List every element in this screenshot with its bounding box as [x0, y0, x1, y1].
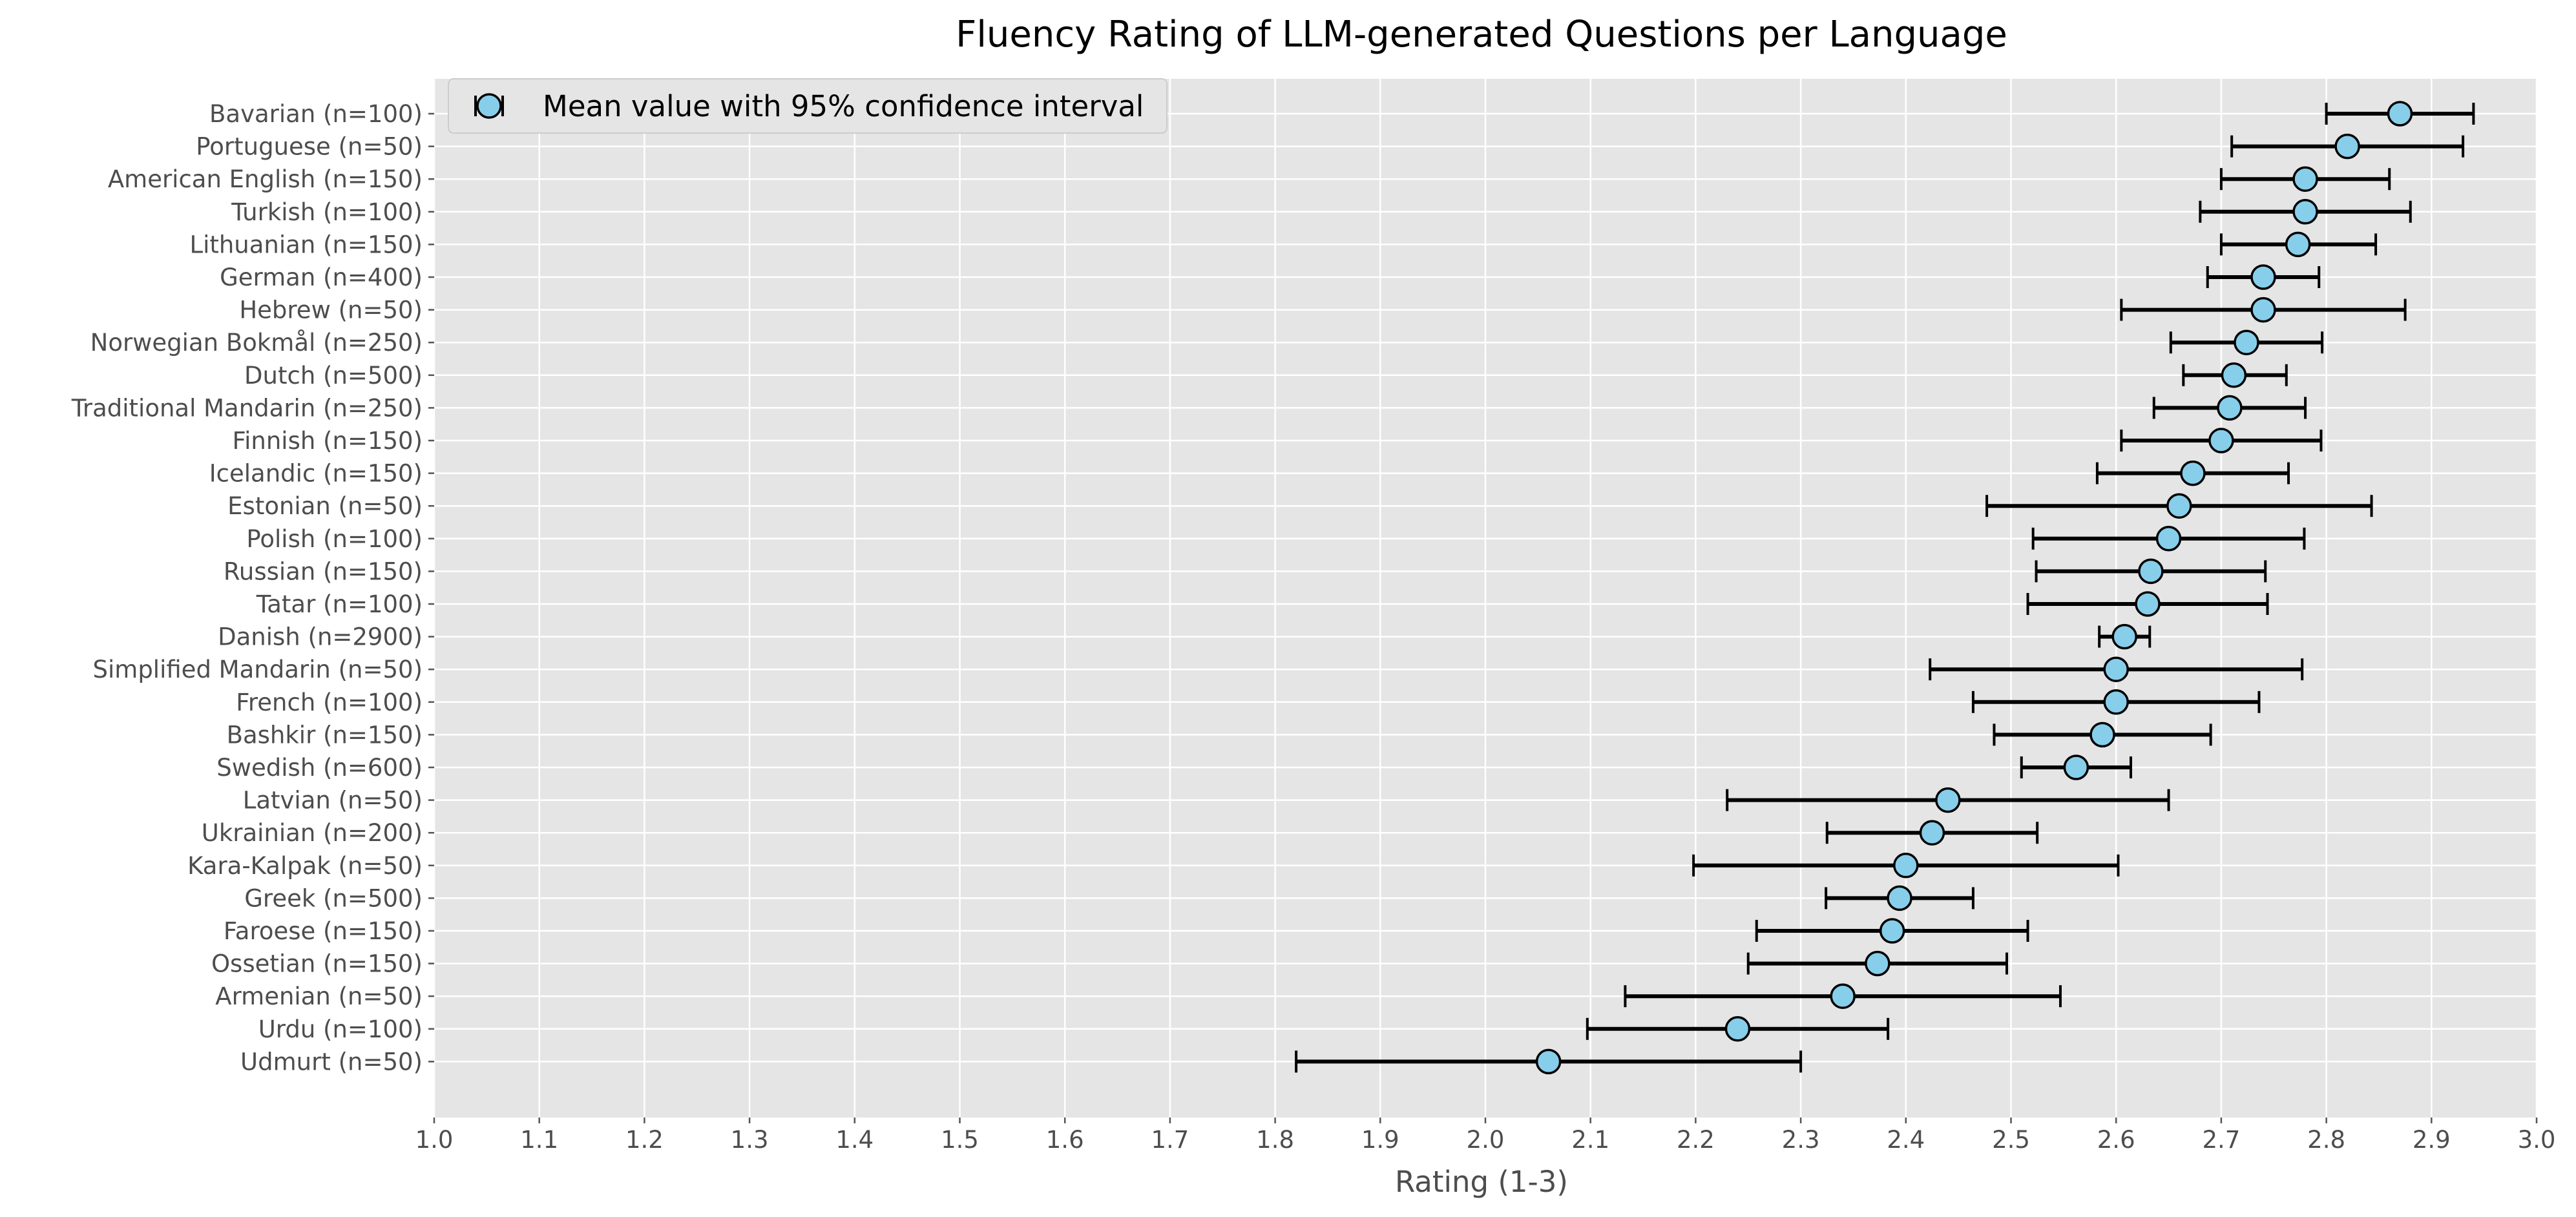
mean-point [1887, 885, 1912, 911]
y-tick-label: Hebrew (n=50) [239, 296, 423, 324]
y-tick-label: Swedish (n=600) [216, 754, 423, 782]
y-tick-label: Bashkir (n=150) [227, 721, 423, 749]
mean-point [2250, 264, 2276, 290]
y-tick-label: Ukrainian (n=200) [202, 819, 423, 847]
x-tick-label: 1.2 [625, 1126, 664, 1154]
x-tick-label: 2.4 [1887, 1126, 1925, 1154]
mean-point [2221, 362, 2247, 388]
x-tick-label: 2.3 [1782, 1126, 1820, 1154]
y-tick-label: Russian (n=150) [224, 557, 423, 585]
mean-point [1535, 1048, 1562, 1075]
mean-point [1865, 950, 1890, 977]
x-tick-label: 1.4 [835, 1126, 874, 1154]
x-tick-label: 1.8 [1256, 1126, 1294, 1154]
y-tick-label: Udmurt (n=50) [240, 1048, 423, 1076]
mean-point [2155, 526, 2182, 552]
y-tick-label: Lithuanian (n=150) [189, 231, 423, 258]
x-tick-label: 2.2 [1677, 1126, 1715, 1154]
y-tick-label: Latvian (n=50) [243, 787, 423, 815]
y-tick-label: Faroese (n=150) [224, 917, 423, 945]
legend-marker [476, 93, 502, 119]
y-tick-label: Greek (n=500) [244, 884, 423, 912]
x-tick-label: 2.7 [2202, 1126, 2240, 1154]
y-tick-label: Urdu (n=100) [258, 1015, 423, 1043]
y-tick-label: American English (n=150) [108, 165, 423, 193]
y-tick-label: Icelandic (n=150) [209, 460, 423, 488]
mean-point [2089, 722, 2115, 748]
y-tick-label: Dutch (n=500) [244, 362, 423, 390]
mean-point [1879, 918, 1905, 944]
chart-title: Fluency Rating of LLM-generated Question… [956, 14, 2007, 56]
mean-point [1919, 820, 1945, 846]
mean-point [1724, 1016, 1751, 1042]
mean-point [2180, 460, 2206, 486]
y-tick-label: Turkish (n=100) [231, 198, 423, 226]
y-axis-ticks: Bavarian (n=100) Portuguese (n=50) America… [71, 100, 434, 1076]
y-tick-label: Danish (n=2900) [218, 623, 423, 651]
x-tick-label: 1.0 [415, 1126, 454, 1154]
x-tick-label: 2.8 [2307, 1126, 2345, 1154]
x-tick-label: 3.0 [2518, 1126, 2556, 1154]
x-tick-label: 1.9 [1361, 1126, 1399, 1154]
mean-point [1935, 787, 1961, 813]
mean-point [2063, 754, 2089, 780]
x-axis-ticks: 1.0 1.1 1.2 1.3 1.4 1.5 1.6 1.7 1.8 1.9 2.0 2.1 2.2 2… [415, 1118, 2556, 1154]
mean-point [2135, 591, 2161, 617]
x-tick-label: 2.1 [1571, 1126, 1609, 1154]
x-tick-label: 2.5 [1992, 1126, 2030, 1154]
mean-point [2111, 623, 2137, 650]
x-tick-label: 2.9 [2413, 1126, 2451, 1154]
mean-point [2166, 493, 2192, 519]
mean-point [2208, 428, 2234, 453]
x-tick-label: 1.3 [731, 1126, 769, 1154]
y-tick-label: Finnish (n=150) [233, 427, 423, 455]
y-tick-label: Norwegian Bokmål (n=250) [90, 329, 423, 357]
mean-point [2138, 558, 2164, 585]
y-tick-label: Polish (n=100) [246, 525, 423, 553]
mean-point [2334, 133, 2360, 160]
y-tick-label: German (n=400) [220, 264, 423, 291]
mean-point [1830, 983, 1856, 1009]
y-tick-label: Armenian (n=50) [215, 983, 423, 1010]
y-tick-label: Kara-Kalpak (n=50) [187, 852, 423, 880]
mean-point [2217, 395, 2243, 421]
x-tick-label: 2.6 [2097, 1126, 2135, 1154]
mean-point [1893, 853, 1919, 879]
x-tick-label: 1.1 [520, 1126, 558, 1154]
y-tick-label: Traditional Mandarin (n=250) [71, 394, 423, 422]
x-tick-label: 1.5 [941, 1126, 979, 1154]
mean-point [2103, 689, 2129, 715]
legend-box [448, 78, 1168, 134]
y-tick-label: Simplified Mandarin (n=50) [93, 656, 423, 683]
y-tick-label: French (n=100) [236, 689, 423, 716]
mean-point [2285, 231, 2311, 258]
legend-label: Mean value with 95% confidence interval [543, 89, 1144, 123]
mean-point [2387, 101, 2413, 127]
mean-point [2234, 329, 2259, 355]
x-tick-label: 1.7 [1151, 1126, 1189, 1154]
mean-point [2292, 199, 2318, 225]
x-axis-label: Rating (1-3) [1395, 1165, 1568, 1199]
y-tick-label: Ossetian (n=150) [211, 950, 423, 978]
x-tick-label: 1.6 [1046, 1126, 1084, 1154]
mean-point [2103, 656, 2129, 682]
legend: Mean value with 95% confidence interval [448, 78, 1168, 134]
y-tick-label: Estonian (n=50) [227, 492, 423, 520]
y-tick-label: Portuguese (n=50) [196, 133, 423, 161]
y-tick-label: Tatar (n=100) [256, 590, 423, 618]
mean-point [2250, 296, 2276, 323]
x-tick-label: 2.0 [1467, 1126, 1505, 1154]
y-tick-label: Bavarian (n=100) [209, 100, 423, 128]
mean-markers [1535, 101, 2413, 1075]
mean-point [2292, 166, 2318, 192]
